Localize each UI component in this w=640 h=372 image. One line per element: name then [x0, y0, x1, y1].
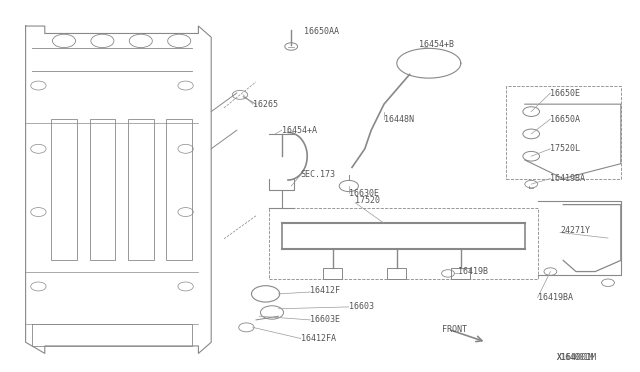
Text: FRONT: FRONT [442, 325, 467, 334]
Text: 16419B: 16419B [458, 267, 488, 276]
Text: 16419BA: 16419BA [550, 174, 586, 183]
Text: 16412FA: 16412FA [301, 334, 336, 343]
Bar [451, 268, 470, 279]
Text: 17520L: 17520L [550, 144, 580, 153]
Text: 16603: 16603 [349, 302, 374, 311]
Bar [387, 268, 406, 279]
Text: 16412F: 16412F [310, 286, 340, 295]
Text: 16650AA: 16650AA [304, 27, 339, 36]
Text: 16650E: 16650E [550, 89, 580, 97]
Text: 16419BA: 16419BA [538, 293, 573, 302]
Text: 16448N: 16448N [384, 115, 414, 124]
Text: 16650A: 16650A [550, 115, 580, 124]
Text: X164001M: X164001M [557, 353, 596, 362]
Text: X164001M: X164001M [557, 353, 594, 362]
Bar [323, 268, 342, 279]
Text: SEC.173: SEC.173 [301, 170, 336, 179]
Text: 16603E: 16603E [310, 315, 340, 324]
Bar [506, 86, 621, 179]
Text: 16630E: 16630E [349, 189, 379, 198]
Text: 17520: 17520 [355, 196, 380, 205]
Text: 16454+B: 16454+B [419, 40, 454, 49]
Text: 16454+A: 16454+A [282, 126, 317, 135]
Text: 16265: 16265 [253, 100, 278, 109]
Text: 24271Y: 24271Y [560, 226, 590, 235]
Bar [51, 119, 77, 260]
Bar [269, 208, 538, 279]
Bar [90, 119, 115, 260]
Bar [166, 119, 192, 260]
Bar [128, 119, 154, 260]
